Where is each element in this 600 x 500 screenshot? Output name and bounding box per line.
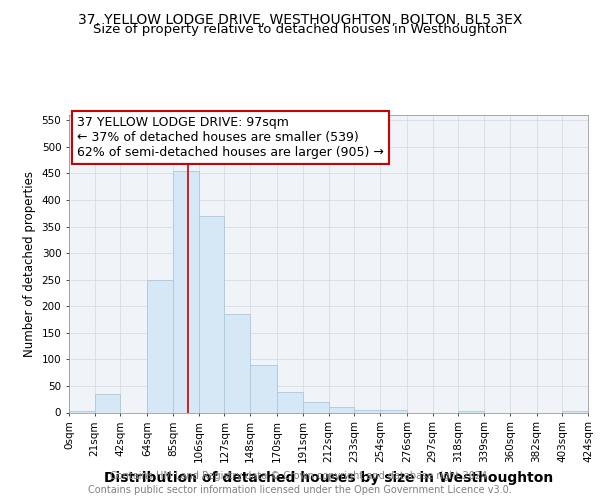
Bar	[458, 411, 484, 412]
Text: 37, YELLOW LODGE DRIVE, WESTHOUGHTON, BOLTON, BL5 3EX: 37, YELLOW LODGE DRIVE, WESTHOUGHTON, BO…	[78, 12, 522, 26]
Bar	[95, 394, 121, 412]
Bar	[250, 364, 277, 412]
X-axis label: Distribution of detached houses by size in Westhoughton: Distribution of detached houses by size …	[104, 470, 553, 484]
Bar	[562, 411, 588, 412]
Y-axis label: Number of detached properties: Number of detached properties	[23, 171, 36, 357]
Bar	[380, 410, 407, 412]
Bar	[277, 392, 303, 412]
Bar	[173, 171, 199, 412]
Bar	[329, 407, 354, 412]
Bar	[69, 411, 95, 412]
Text: 37 YELLOW LODGE DRIVE: 97sqm
← 37% of detached houses are smaller (539)
62% of s: 37 YELLOW LODGE DRIVE: 97sqm ← 37% of de…	[77, 116, 383, 160]
Bar	[199, 216, 224, 412]
Bar	[354, 410, 380, 412]
Text: Size of property relative to detached houses in Westhoughton: Size of property relative to detached ho…	[93, 24, 507, 36]
Bar	[148, 280, 173, 412]
Bar	[224, 314, 250, 412]
Bar	[303, 402, 329, 412]
Text: Contains HM Land Registry data © Crown copyright and database right 2024.
Contai: Contains HM Land Registry data © Crown c…	[88, 471, 512, 495]
